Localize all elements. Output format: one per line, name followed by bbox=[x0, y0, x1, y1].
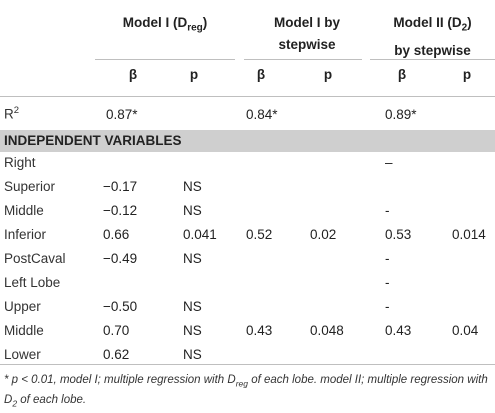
beta-model1: −0.50 bbox=[103, 299, 138, 314]
p-model1: NS bbox=[183, 179, 202, 194]
row-label: Inferior bbox=[4, 227, 47, 242]
p-model1: NS bbox=[183, 203, 202, 218]
beta-model2: - bbox=[385, 251, 390, 266]
r2-value-model2: 0.89* bbox=[385, 107, 417, 122]
beta-model2: - bbox=[385, 299, 390, 314]
header-underline bbox=[95, 59, 235, 60]
beta-model2: - bbox=[385, 203, 390, 218]
row-label: Right bbox=[4, 155, 36, 170]
p-model1: NS bbox=[183, 347, 202, 362]
row-label: Middle bbox=[4, 203, 44, 218]
row-label: Superior bbox=[4, 179, 56, 194]
row-label: Upper bbox=[4, 299, 41, 314]
beta-model1: −0.17 bbox=[103, 179, 138, 194]
beta-model2: 0.53 bbox=[385, 227, 412, 242]
r2-label: R2 bbox=[4, 105, 20, 122]
row-label: Middle bbox=[4, 323, 44, 338]
subheader-p-1: p bbox=[189, 67, 199, 82]
divider bbox=[0, 364, 495, 365]
header-model2: Model II (D2) by stepwise bbox=[393, 15, 472, 58]
divider bbox=[0, 96, 495, 97]
p-model1: NS bbox=[183, 323, 202, 338]
p-model1-stepwise: 0.048 bbox=[310, 323, 344, 338]
footnote: * p < 0.01, model I; multiple regression… bbox=[4, 374, 488, 409]
beta-model1: −0.49 bbox=[103, 251, 138, 266]
r2-value-model1: 0.87* bbox=[106, 107, 138, 122]
subheader-beta-3: β bbox=[397, 67, 407, 82]
beta-model1: 0.62 bbox=[103, 347, 130, 362]
beta-model2: - bbox=[385, 275, 390, 290]
p-model2: 0.04 bbox=[452, 323, 479, 338]
subheader-p-2: p bbox=[323, 67, 333, 82]
beta-model2: – bbox=[385, 155, 393, 170]
section-band: INDEPENDENT VARIABLES bbox=[0, 130, 495, 152]
row-label: PostCaval bbox=[4, 251, 66, 266]
p-model1: NS bbox=[183, 251, 202, 266]
beta-model1: 0.70 bbox=[103, 323, 130, 338]
p-model1-stepwise: 0.02 bbox=[310, 227, 337, 242]
header-model1: Model I (Dreg) bbox=[122, 15, 208, 34]
row-label: Lower bbox=[4, 347, 41, 362]
beta-model2: 0.43 bbox=[385, 323, 412, 338]
r2-value-model1-stepwise: 0.84* bbox=[246, 107, 278, 122]
row-label: Left Lobe bbox=[4, 275, 61, 290]
beta-model1-stepwise: 0.43 bbox=[246, 323, 273, 338]
beta-model1-stepwise: 0.52 bbox=[246, 227, 273, 242]
subheader-beta-2: β bbox=[256, 67, 266, 82]
p-model1: 0.041 bbox=[183, 227, 217, 242]
header-underline bbox=[370, 59, 495, 60]
p-model1: NS bbox=[183, 299, 202, 314]
section-label: INDEPENDENT VARIABLES bbox=[4, 133, 182, 148]
header-underline bbox=[244, 59, 362, 60]
header-model1-stepwise: Model I by stepwise bbox=[273, 15, 340, 52]
beta-model1: −0.12 bbox=[103, 203, 138, 218]
p-model2: 0.014 bbox=[452, 227, 486, 242]
subheader-beta-1: β bbox=[128, 67, 138, 82]
beta-model1: 0.66 bbox=[103, 227, 130, 242]
subheader-p-3: p bbox=[462, 67, 472, 82]
